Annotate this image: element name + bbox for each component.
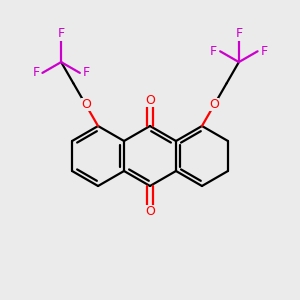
Text: F: F bbox=[235, 27, 242, 40]
Text: O: O bbox=[81, 98, 91, 111]
Text: F: F bbox=[261, 45, 268, 58]
Text: O: O bbox=[145, 205, 155, 218]
Text: O: O bbox=[209, 98, 219, 111]
Text: F: F bbox=[32, 66, 39, 80]
Text: O: O bbox=[145, 94, 155, 107]
Text: F: F bbox=[210, 45, 217, 58]
Text: F: F bbox=[58, 27, 65, 40]
Text: F: F bbox=[83, 66, 90, 80]
